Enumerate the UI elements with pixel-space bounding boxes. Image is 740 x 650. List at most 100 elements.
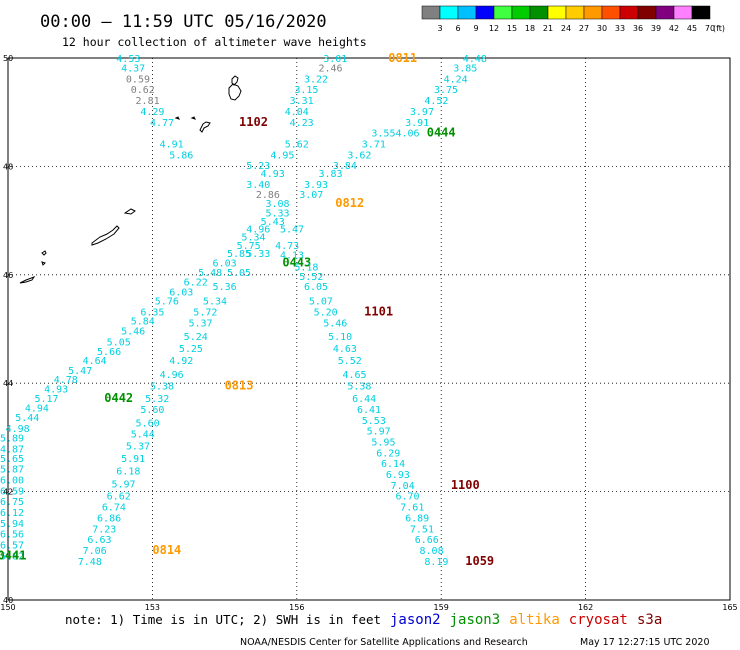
footer-timestamp: May 17 12:27:15 UTC 2020 <box>580 637 709 648</box>
lon-tick-label: 162 <box>578 603 593 612</box>
wave-height-value: 6.35 <box>140 307 164 318</box>
wave-height-value: 5.97 <box>111 479 135 490</box>
wave-height-value: 6.63 <box>87 535 111 546</box>
scale-swatch <box>583 5 603 20</box>
scale-swatch <box>637 5 657 20</box>
wave-height-value: 7.51 <box>410 524 434 535</box>
scale-swatch <box>673 5 693 20</box>
wave-height-value: 6.56 <box>0 530 24 541</box>
wave-height-value: 6.62 <box>107 492 131 503</box>
wave-height-value: 5.33 <box>246 249 270 260</box>
wave-height-value: 6.75 <box>0 497 24 508</box>
scale-label: 42 <box>669 24 679 33</box>
wave-height-value: 4.93 <box>44 384 68 395</box>
wave-height-value: 4.04 <box>285 107 309 118</box>
scale-label: 18 <box>525 24 535 33</box>
wave-height-value: 4.13 <box>280 251 304 262</box>
lat-tick-label: 42 <box>3 488 13 497</box>
wave-height-value: 3.97 <box>410 107 434 118</box>
wave-height-value: 6.03 <box>213 259 237 270</box>
wave-height-value: 2.86 <box>256 190 280 201</box>
wave-height-value: 3.15 <box>294 85 318 96</box>
wave-height-value: 4.29 <box>140 107 164 118</box>
wave-height-value: 3.84 <box>333 161 357 172</box>
scale-swatch <box>601 5 621 20</box>
wave-height-value: 6.44 <box>352 394 376 405</box>
scale-swatch <box>421 5 441 20</box>
wave-height-value: 4.98 <box>6 424 30 435</box>
lat-tick-label: 44 <box>3 379 13 388</box>
wave-height-value: 3.75 <box>434 85 458 96</box>
wave-height-value: 8.08 <box>420 546 444 557</box>
scale-swatch <box>511 5 531 20</box>
wave-height-value: 7.04 <box>391 481 415 492</box>
wave-height-value: 7.61 <box>400 503 424 514</box>
satellite-cryosat: cryosat <box>569 612 628 628</box>
wave-height-value: 6.12 <box>0 508 24 519</box>
lat-lon-grid <box>7 57 731 601</box>
wave-height-value: 5.23 <box>246 161 270 172</box>
wave-height-value: 8.19 <box>424 557 448 568</box>
scale-label: 36 <box>633 24 643 33</box>
island-2 <box>228 83 242 101</box>
axis-ticks: 150 153 156 159 162 165 50 48 46 44 42 40 <box>0 54 737 612</box>
wave-height-value: 4.53 <box>116 54 140 65</box>
wave-height-value: 5.18 <box>294 262 318 273</box>
wave-height-value: 5.84 <box>131 317 155 328</box>
wave-height-value: 4.96 <box>160 370 184 381</box>
scale-label: 21 <box>543 24 553 33</box>
scale-swatch <box>691 5 711 20</box>
pass-time-label: 0444 <box>427 126 456 140</box>
wave-height-value: 6.18 <box>116 466 140 477</box>
wave-height-value: 5.48 <box>198 268 222 279</box>
wave-height-value: 3.08 <box>265 199 289 210</box>
wave-height-value: 3.62 <box>347 150 371 161</box>
color-scale: 3 6 9 12 15 18 21 24 27 30 33 36 39 42 45 70(ft) <box>421 5 725 33</box>
wave-height-value: 6.66 <box>415 535 439 546</box>
scale-label: 6 <box>455 24 460 33</box>
island-10 <box>190 116 196 120</box>
wave-height-value: 5.85 <box>227 249 251 260</box>
wave-height-value: 4.73 <box>275 241 299 252</box>
wave-height-value: 4.95 <box>270 150 294 161</box>
wave-height-value: 6.05 <box>304 282 328 293</box>
wave-height-value: 4.06 <box>395 129 419 140</box>
pass-time-label: 0813 <box>225 379 254 393</box>
wave-height-value: 3.31 <box>290 96 314 107</box>
wave-height-value: 5.60 <box>136 419 160 430</box>
lat-tick-label: 40 <box>3 596 13 605</box>
scale-swatch <box>439 5 459 20</box>
wave-height-value: 5.33 <box>265 208 289 219</box>
wave-height-value: 6.29 <box>376 448 400 459</box>
wave-height-value: 4.91 <box>160 139 184 150</box>
wave-height-value: 6.22 <box>184 278 208 289</box>
wave-height-value: 7.48 <box>78 557 102 568</box>
satellite-s3a: s3a <box>637 612 662 628</box>
wave-height-value: 5.20 <box>314 307 338 318</box>
scale-swatch <box>493 5 513 20</box>
wave-height-value: 4.78 <box>54 375 78 386</box>
wave-height-value: 5.60 <box>140 405 164 416</box>
wave-height-value: 3.07 <box>299 190 323 201</box>
wave-height-value: 5.17 <box>34 394 58 405</box>
footer-note: note: 1) Time is in UTC; 2) SWH is in fe… <box>65 612 381 627</box>
pass-time-label: 0811 <box>388 51 417 65</box>
page-subtitle: 12 hour collection of altimeter wave hei… <box>62 35 367 49</box>
scale-swatch <box>547 5 567 20</box>
wave-height-value: 3.22 <box>304 74 328 85</box>
wave-height-value: 5.97 <box>367 427 391 438</box>
wave-height-value: 0.59 <box>126 74 150 85</box>
page-title: 00:00 – 11:59 UTC 05/16/2020 <box>40 12 327 32</box>
scale-label: 3 <box>437 24 442 33</box>
wave-height-value: 5.65 <box>0 454 24 465</box>
wave-height-value: 5.05 <box>107 337 131 348</box>
scale-label: 27 <box>579 24 589 33</box>
wave-height-value: 6.89 <box>405 513 429 524</box>
wave-height-value: 7.06 <box>83 546 107 557</box>
wave-height-value: 6.14 <box>381 459 405 470</box>
scale-swatch <box>457 5 477 20</box>
scale-label: 70 <box>705 24 715 33</box>
wave-height-value: 5.34 <box>203 297 227 308</box>
wave-height-value: 3.01 <box>323 54 347 65</box>
wave-height-value: 3.83 <box>318 169 342 180</box>
